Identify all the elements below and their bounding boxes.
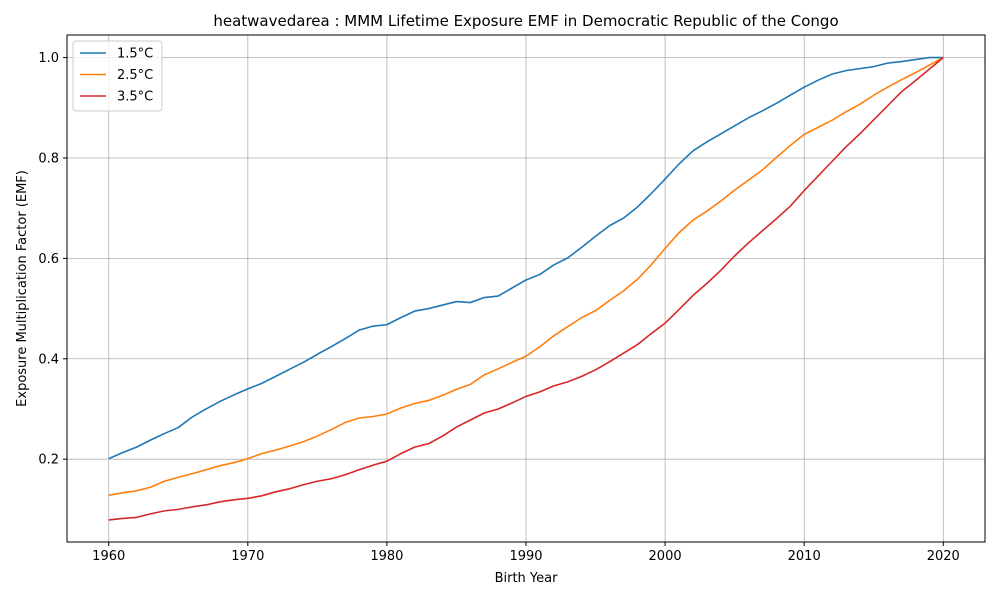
x-tick-label: 2000 [649, 549, 682, 564]
series-line-1 [108, 56, 944, 460]
legend: 1.5°C 2.5°C 3.5°C [72, 40, 163, 112]
series-line-3 [108, 56, 944, 521]
x-axis-title: Birth Year [495, 571, 559, 586]
x-tick-label: 1990 [509, 549, 542, 564]
chart-title: heatwavedarea : MMM Lifetime Exposure EM… [213, 12, 838, 30]
series-line-2 [108, 56, 944, 497]
y-tick-label: 0.8 [38, 151, 59, 166]
grid-lines [67, 35, 985, 542]
legend-frame [72, 40, 163, 112]
x-tick-label: 2010 [788, 549, 821, 564]
y-tick-label: 1.0 [38, 51, 59, 66]
y-tick-label: 0.2 [38, 453, 59, 468]
legend-label: 1.5°C [117, 47, 153, 62]
x-axis-ticks: 1960 1970 1980 1990 2000 2010 2020 [92, 542, 960, 564]
y-axis-title: Exposure Multiplication Factor (EMF) [15, 170, 30, 407]
y-axis-ticks: 0.2 0.4 0.6 0.8 1.0 [38, 51, 67, 468]
legend-label: 3.5°C [117, 90, 153, 105]
x-tick-label: 2020 [927, 549, 960, 564]
x-tick-label: 1970 [231, 549, 264, 564]
legend-label: 2.5°C [117, 68, 153, 83]
series-lines [108, 56, 944, 521]
y-tick-label: 0.4 [38, 352, 59, 367]
y-tick-label: 0.6 [38, 252, 59, 267]
x-tick-label: 1980 [370, 549, 403, 564]
x-tick-label: 1960 [92, 549, 125, 564]
